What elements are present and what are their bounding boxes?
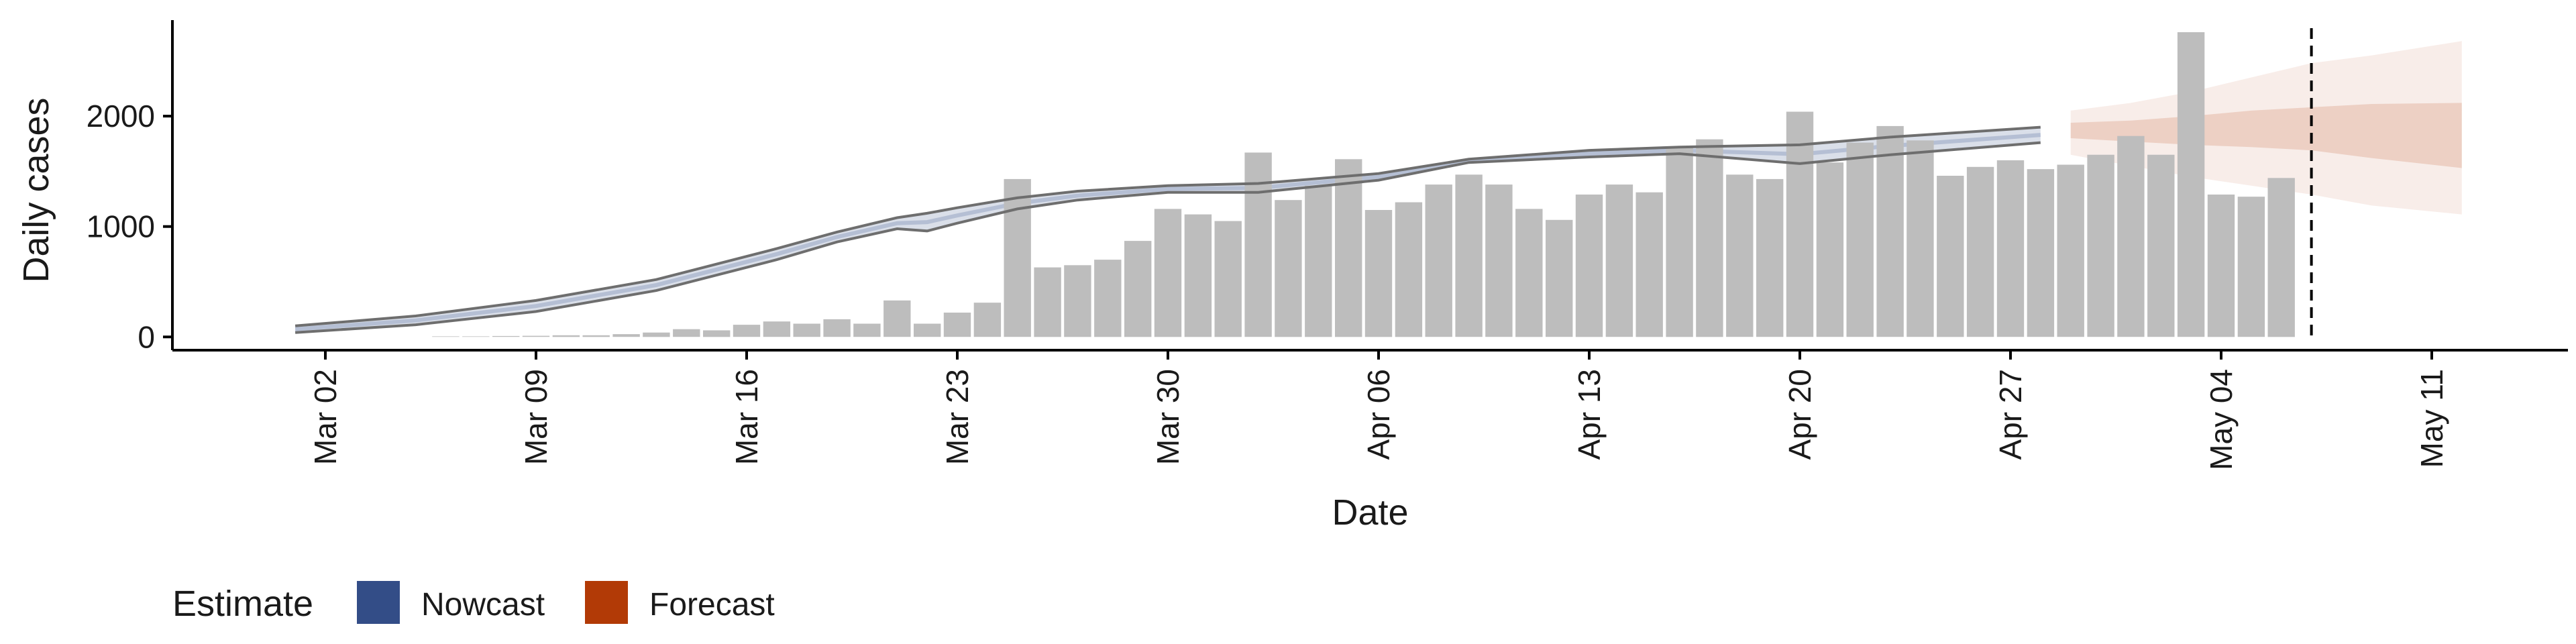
daily-case-bar xyxy=(1244,152,1272,337)
x-tick-label: Mar 23 xyxy=(940,369,975,465)
x-tick-label: May 04 xyxy=(2204,369,2239,470)
legend: Estimate Nowcast Forecast xyxy=(172,581,775,624)
daily-case-bar xyxy=(2087,154,2114,337)
x-axis-title: Date xyxy=(1332,492,1408,533)
daily-case-bar xyxy=(1064,265,1091,337)
daily-case-bar xyxy=(1395,202,1423,337)
daily-case-bar xyxy=(1937,176,1964,337)
daily-case-bar xyxy=(1907,140,1934,337)
daily-case-bar xyxy=(1455,174,1483,337)
daily-case-bar xyxy=(943,313,971,337)
daily-case-bar xyxy=(1966,166,1994,337)
daily-case-bar xyxy=(1635,192,1663,337)
daily-case-bar xyxy=(1726,174,1754,337)
daily-case-bar xyxy=(1485,184,1513,337)
daily-case-bar xyxy=(793,323,820,337)
daily-case-bar xyxy=(1184,214,1212,337)
daily-case-bar xyxy=(1004,178,1031,337)
daily-case-bar xyxy=(673,329,700,337)
x-tick-label: Mar 16 xyxy=(729,369,764,465)
y-axis-title: Daily cases xyxy=(16,97,56,282)
daily-case-bar xyxy=(823,319,851,337)
daily-case-bar xyxy=(1034,267,1061,337)
daily-case-bars xyxy=(432,32,2295,337)
daily-case-bar xyxy=(1364,210,1393,337)
daily-case-bar xyxy=(1696,139,1723,337)
legend-label-forecast: Forecast xyxy=(649,587,775,623)
y-tick-label: 0 xyxy=(138,319,155,354)
forecast-inner-band xyxy=(2070,103,2462,168)
x-tick-label: Mar 30 xyxy=(1150,369,1185,465)
daily-case-bar xyxy=(1515,209,1543,337)
daily-case-bar xyxy=(1546,219,1573,337)
daily-case-bar xyxy=(432,336,460,337)
daily-case-bar xyxy=(1996,160,2025,337)
daily-case-bar xyxy=(612,334,640,337)
daily-case-bar xyxy=(522,335,550,337)
daily-case-bar xyxy=(2177,32,2205,337)
daily-case-bar xyxy=(1124,241,1152,337)
daily-case-bar xyxy=(2147,154,2175,337)
estimate-outline-lines xyxy=(294,125,2041,334)
x-tick-label: Mar 09 xyxy=(519,369,553,465)
legend-label-nowcast: Nowcast xyxy=(421,587,545,623)
daily-case-bar xyxy=(1335,159,1362,337)
daily-case-bar xyxy=(1876,125,1904,337)
legend-key-nowcast xyxy=(357,581,400,624)
daily-case-bar xyxy=(582,335,610,337)
x-tick-label: May 11 xyxy=(2414,369,2449,468)
y-tick-label: 2000 xyxy=(87,99,155,133)
daily-case-bar xyxy=(1154,209,1182,337)
daily-case-bar xyxy=(2237,197,2265,337)
daily-case-bar xyxy=(1425,184,1452,337)
y-tick-label: 1000 xyxy=(87,209,155,244)
daily-case-bar xyxy=(1575,195,1603,337)
daily-case-bar xyxy=(1756,178,1784,337)
daily-case-bar xyxy=(2267,178,2295,337)
daily-case-bar xyxy=(2027,169,2055,337)
x-tick-label: Apr 13 xyxy=(1572,369,1607,460)
daily-case-bar xyxy=(1214,221,1242,337)
daily-case-bar xyxy=(914,323,941,337)
daily-case-bar xyxy=(703,330,731,337)
daily-case-bar xyxy=(643,332,670,337)
daily-case-bar xyxy=(853,323,881,337)
daily-case-bar xyxy=(763,321,791,337)
daily-case-bar xyxy=(1816,162,1844,337)
daily-case-bar xyxy=(2207,195,2235,337)
daily-case-bar xyxy=(1605,184,1633,337)
nowcast-lower-outline xyxy=(294,141,2041,334)
nowcast-upper-outline xyxy=(294,125,2041,327)
daily-case-bar xyxy=(1666,147,1693,337)
daily-case-bar xyxy=(492,335,520,337)
legend-key-forecast xyxy=(585,581,628,624)
daily-case-bar xyxy=(733,325,761,337)
nowcast-median-line xyxy=(294,133,2041,331)
daily-case-bar xyxy=(1786,111,1814,337)
x-tick-label: Apr 06 xyxy=(1361,369,1396,460)
legend-title: Estimate xyxy=(172,584,313,624)
daily-case-bar xyxy=(1305,185,1332,337)
daily-case-bar xyxy=(883,300,911,337)
daily-case-bar xyxy=(1094,260,1122,337)
daily-case-bar xyxy=(1275,200,1302,337)
x-tick-label: Apr 20 xyxy=(1782,369,1817,460)
daily-case-bar xyxy=(552,335,580,337)
x-tick-label: Apr 27 xyxy=(1993,369,2028,460)
axes: 0 1000 2000 Mar 02 Mar 09 Mar 16 Mar 23 Mar 30 A… xyxy=(16,20,2568,533)
daily-case-bar xyxy=(462,336,490,337)
daily-case-bar xyxy=(2057,164,2084,337)
x-tick-label: Mar 02 xyxy=(308,369,343,465)
daily-case-bar xyxy=(2117,136,2145,337)
daily-case-bar xyxy=(973,303,1002,337)
daily-case-bar xyxy=(1846,142,1874,337)
